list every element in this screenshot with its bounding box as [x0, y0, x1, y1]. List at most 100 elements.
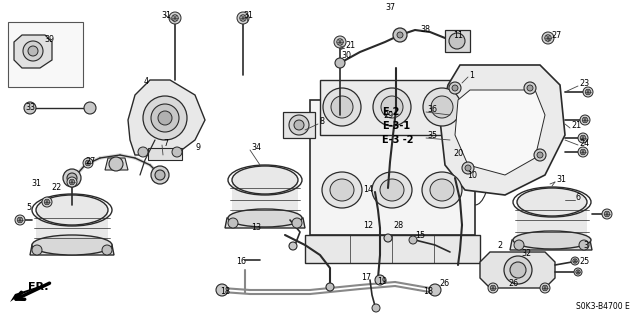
Circle shape	[449, 82, 461, 94]
Circle shape	[69, 179, 75, 185]
Text: 36: 36	[427, 106, 437, 115]
Polygon shape	[105, 158, 128, 170]
Text: 21: 21	[571, 122, 581, 130]
Circle shape	[172, 147, 182, 157]
Circle shape	[63, 169, 81, 187]
Circle shape	[583, 87, 593, 97]
Text: 31: 31	[31, 179, 41, 188]
Circle shape	[384, 234, 392, 242]
Text: 24: 24	[579, 138, 589, 147]
Text: 12: 12	[363, 221, 373, 231]
Text: 23: 23	[579, 79, 589, 88]
Polygon shape	[480, 252, 555, 288]
Circle shape	[44, 199, 50, 205]
Circle shape	[158, 111, 172, 125]
Circle shape	[151, 104, 179, 132]
Circle shape	[580, 135, 586, 141]
Circle shape	[537, 152, 543, 158]
Ellipse shape	[228, 209, 302, 227]
Circle shape	[138, 147, 148, 157]
Circle shape	[397, 32, 403, 38]
Text: 20: 20	[453, 149, 463, 158]
Circle shape	[580, 149, 586, 155]
Circle shape	[582, 117, 588, 123]
Ellipse shape	[36, 195, 108, 225]
Text: 9: 9	[196, 144, 201, 152]
Circle shape	[578, 133, 588, 143]
Circle shape	[578, 147, 588, 157]
Text: 27: 27	[551, 32, 561, 41]
Ellipse shape	[431, 96, 453, 118]
Circle shape	[23, 41, 43, 61]
Text: E-2: E-2	[382, 107, 399, 117]
Circle shape	[573, 259, 577, 263]
Ellipse shape	[517, 188, 587, 216]
Circle shape	[169, 12, 181, 24]
Text: 7: 7	[163, 138, 168, 147]
Text: 18: 18	[220, 287, 230, 296]
Text: 16: 16	[236, 257, 246, 266]
Text: 25: 25	[579, 257, 589, 266]
Circle shape	[84, 102, 96, 114]
Circle shape	[143, 96, 187, 140]
Circle shape	[32, 245, 42, 255]
Circle shape	[240, 15, 246, 21]
Bar	[36, 210, 108, 245]
Text: 13: 13	[251, 224, 261, 233]
Ellipse shape	[331, 96, 353, 118]
Circle shape	[172, 15, 179, 21]
Ellipse shape	[330, 179, 354, 201]
Bar	[232, 180, 298, 218]
Circle shape	[490, 285, 496, 291]
Circle shape	[109, 157, 123, 171]
Ellipse shape	[322, 172, 362, 208]
Text: 11: 11	[453, 31, 463, 40]
Ellipse shape	[373, 88, 411, 126]
Circle shape	[289, 115, 309, 135]
Circle shape	[24, 102, 36, 114]
Circle shape	[15, 215, 25, 225]
Ellipse shape	[232, 166, 298, 194]
Ellipse shape	[430, 179, 454, 201]
Text: 38: 38	[420, 26, 430, 34]
Circle shape	[488, 283, 498, 293]
Circle shape	[375, 275, 385, 285]
Ellipse shape	[381, 96, 403, 118]
Text: 22: 22	[51, 183, 61, 192]
Circle shape	[527, 85, 533, 91]
Text: 35: 35	[427, 131, 437, 140]
Ellipse shape	[422, 172, 462, 208]
Ellipse shape	[423, 88, 461, 126]
Ellipse shape	[380, 179, 404, 201]
Text: 30: 30	[341, 50, 351, 60]
Circle shape	[42, 197, 52, 207]
Circle shape	[504, 256, 532, 284]
Circle shape	[292, 218, 302, 228]
Circle shape	[514, 240, 524, 250]
Text: 19: 19	[377, 278, 387, 286]
Circle shape	[465, 165, 471, 171]
Polygon shape	[283, 112, 315, 138]
Circle shape	[524, 82, 536, 94]
Circle shape	[429, 284, 441, 296]
Circle shape	[452, 85, 458, 91]
Circle shape	[576, 270, 580, 274]
Text: 37: 37	[385, 3, 395, 11]
Circle shape	[289, 242, 297, 250]
Bar	[8, 22, 83, 87]
Circle shape	[534, 149, 546, 161]
Text: 18: 18	[423, 287, 433, 296]
Text: E-3 -2: E-3 -2	[382, 135, 413, 145]
Bar	[320, 80, 465, 135]
Text: 32: 32	[521, 249, 531, 257]
Circle shape	[540, 283, 550, 293]
Text: 31: 31	[556, 175, 566, 184]
Circle shape	[335, 58, 345, 68]
Circle shape	[604, 211, 610, 217]
Circle shape	[228, 218, 238, 228]
Circle shape	[545, 35, 551, 41]
Text: 14: 14	[363, 186, 373, 195]
Text: 34: 34	[251, 144, 261, 152]
Text: 31: 31	[161, 11, 171, 19]
Circle shape	[237, 12, 249, 24]
